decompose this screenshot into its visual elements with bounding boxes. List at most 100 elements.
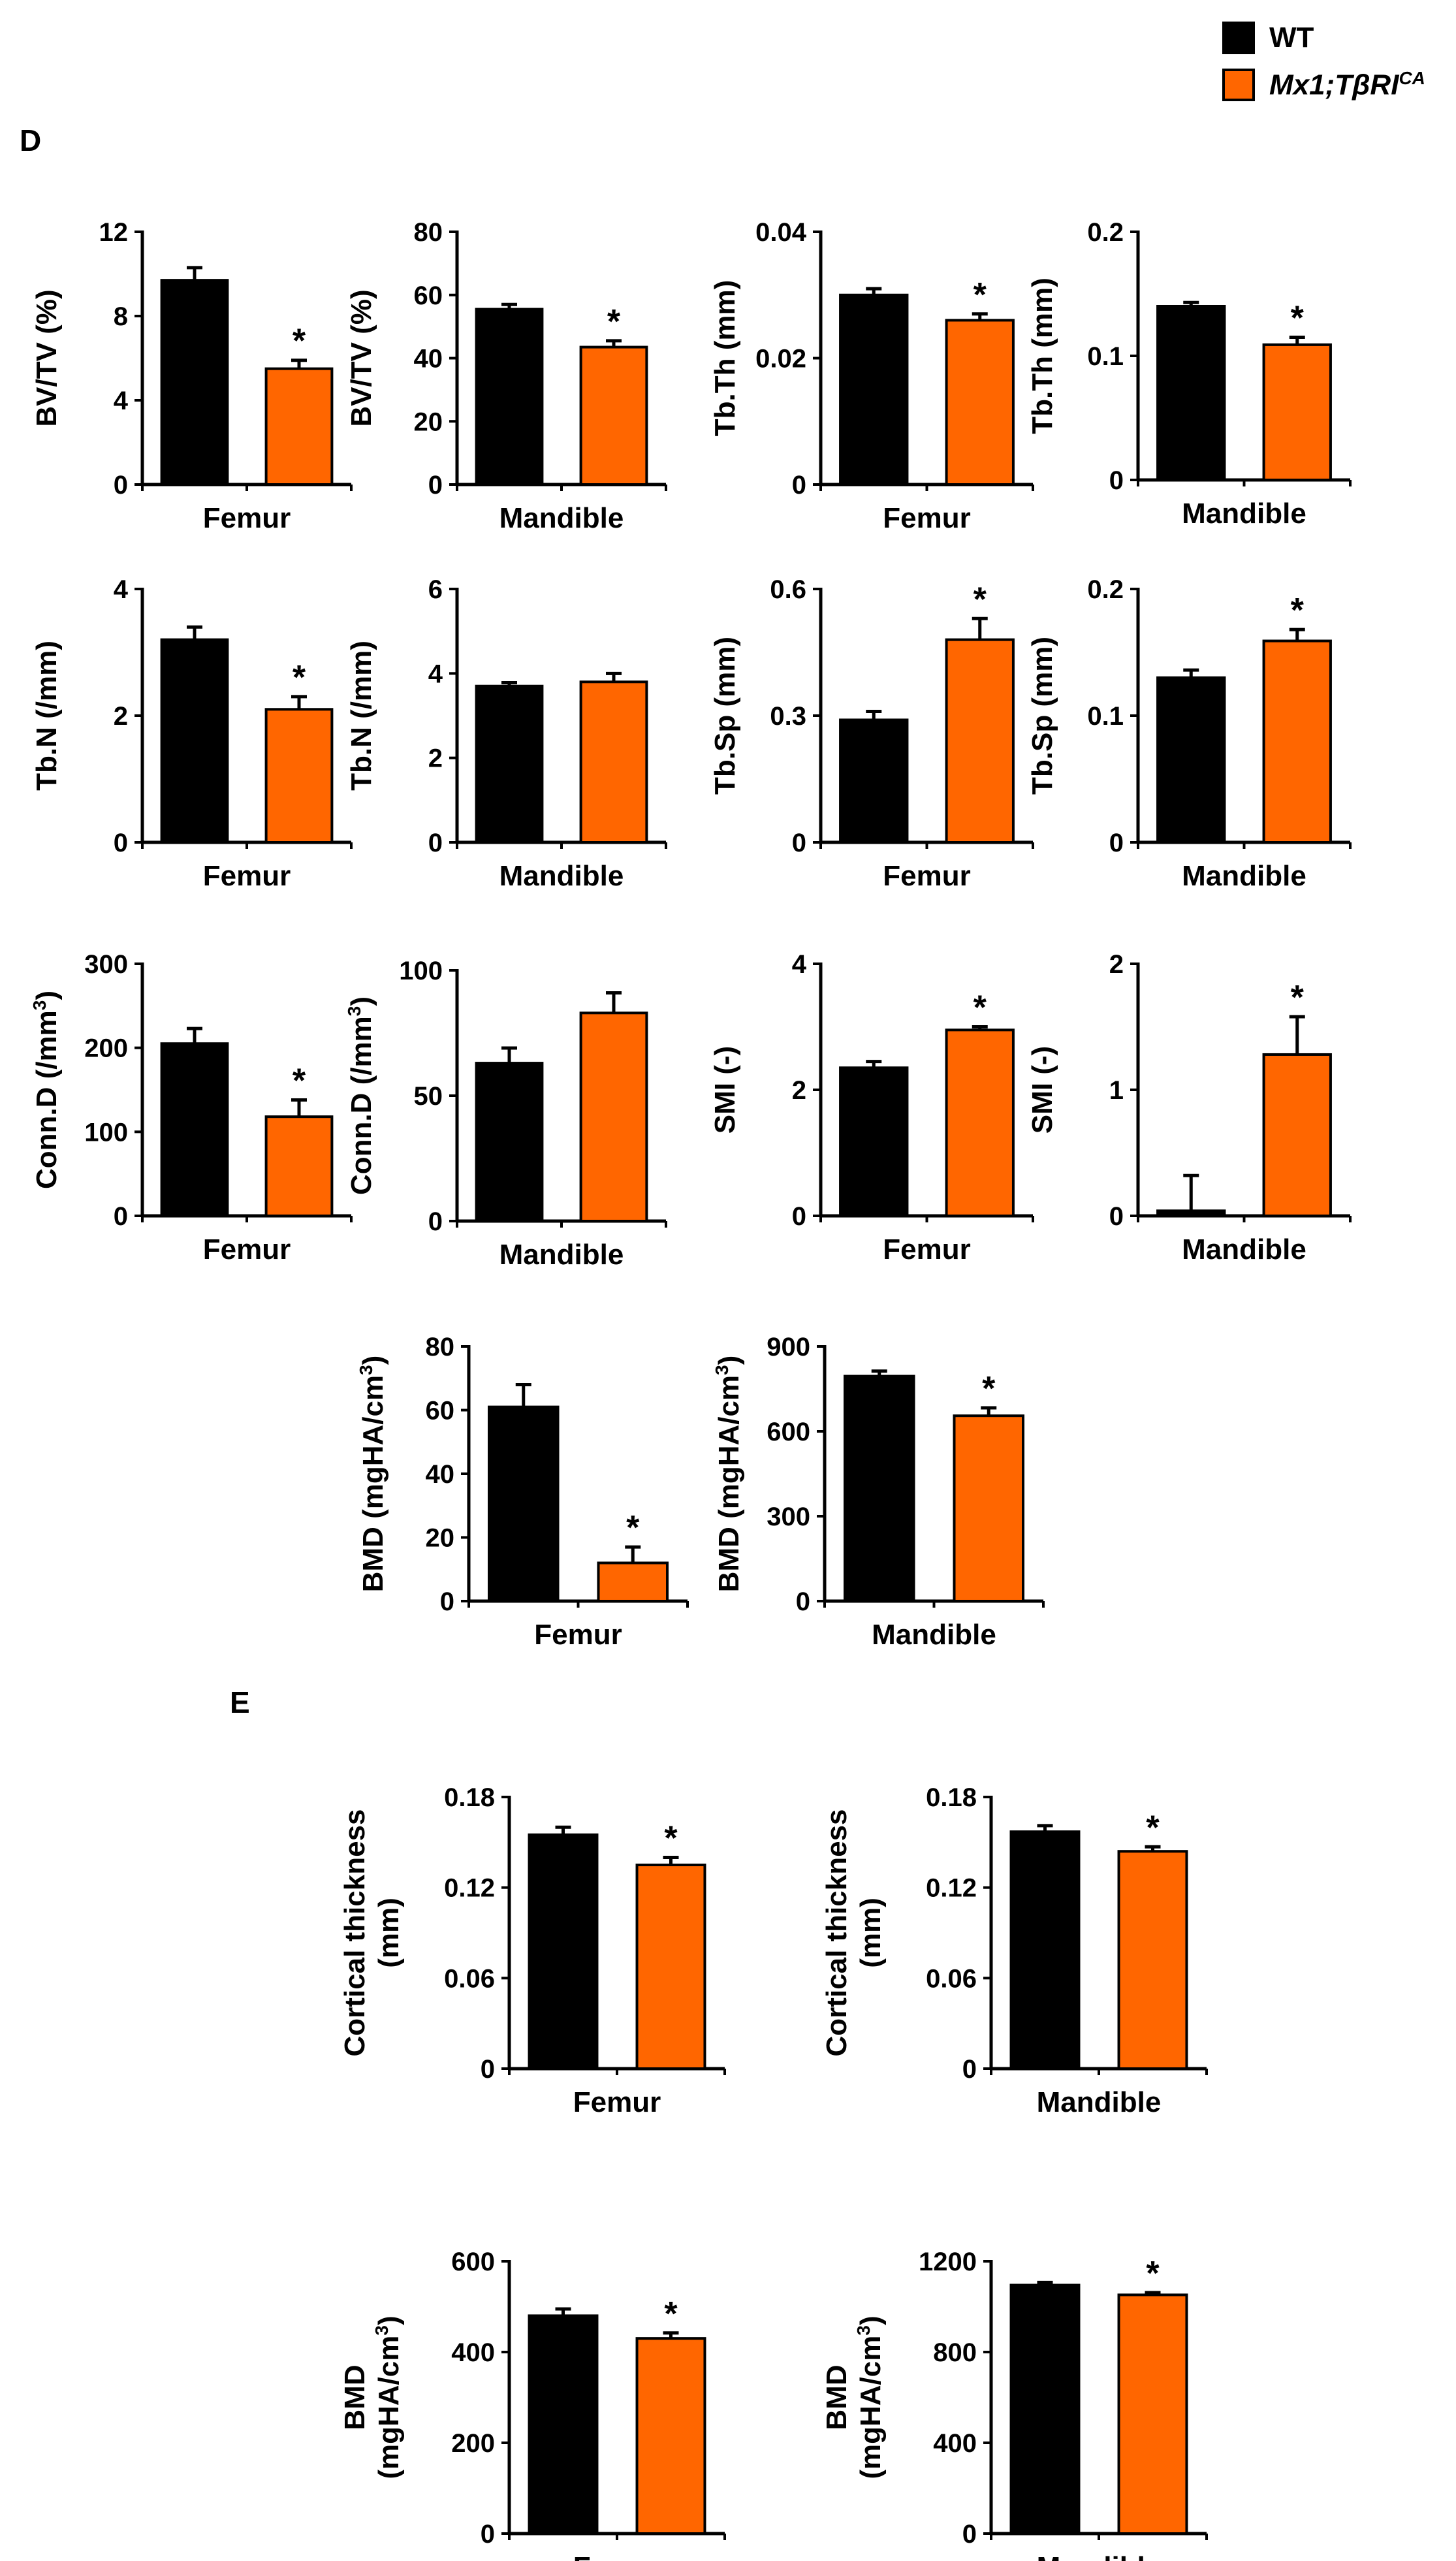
y-tick-label: 40	[414, 345, 443, 374]
y-tick-label: 0	[962, 2055, 977, 2084]
x-axis-label: Femur	[883, 502, 970, 534]
bar-mutant	[945, 638, 1015, 844]
bar-mutant	[953, 1414, 1025, 1603]
y-tick-label: 80	[426, 1333, 455, 1361]
x-axis-label: Mandible	[1182, 498, 1306, 530]
legend-label-mutant: Mx1;TβRICA	[1269, 68, 1425, 101]
y-axis-label: Tb.Th (mm)	[1026, 278, 1058, 434]
y-tick-label: 2	[428, 744, 443, 773]
y-tick-label: 0	[114, 829, 128, 857]
y-tick-label: 0	[428, 471, 443, 500]
chart-d8: 0 0.1 0.2 * Mandible Tb.Sp (mm)	[1026, 575, 1352, 892]
y-axis-label: SMI (-)	[1026, 1046, 1058, 1134]
y-tick-label: 300	[767, 1503, 810, 1531]
y-tick-label: 0	[481, 2520, 495, 2549]
y-axis-label: Conn.D (/mm3)	[29, 991, 63, 1189]
significance-star: *	[973, 276, 987, 314]
y-tick-label: 600	[451, 2248, 495, 2276]
y-tick-label: 40	[426, 1460, 455, 1489]
chart-d7: 0 0.3 0.6 * Femur Tb.Sp (mm)	[709, 575, 1034, 892]
x-axis-label: Femur	[883, 860, 970, 892]
y-tick-label: 0	[440, 1587, 454, 1616]
bar-wt	[1009, 2283, 1081, 2536]
y-tick-label: 0	[962, 2520, 977, 2549]
significance-star: *	[293, 323, 306, 360]
y-tick-label: 50	[414, 1082, 443, 1111]
significance-star: *	[1146, 2255, 1160, 2293]
y-tick-label: 0	[792, 829, 806, 857]
y-tick-label: 400	[933, 2429, 977, 2458]
y-axis-label: BMD	[339, 2364, 371, 2430]
bar-wt	[839, 293, 909, 486]
chart-d1: 0 4 8 12 * Femur BV/TV (%)	[31, 218, 353, 534]
y-tick-label: 4	[428, 660, 443, 688]
x-axis-label: Femur	[534, 1619, 622, 1651]
y-axis-label: BMD	[821, 2364, 853, 2430]
bar-mutant	[945, 319, 1015, 486]
y-axis-label: Tb.N (/mm)	[345, 641, 377, 791]
bar-mutant	[579, 1011, 648, 1223]
y-tick-label: 0	[1109, 829, 1124, 857]
y-tick-label: 20	[426, 1524, 455, 1553]
significance-star: *	[973, 989, 987, 1027]
y-tick-label: 0.18	[926, 1783, 977, 1812]
chart-d2: 0 20 40 60 80 * Mandible BV/TV (%)	[345, 218, 667, 534]
y-tick-label: 0	[1109, 1202, 1124, 1231]
y-tick-label: 0	[428, 829, 443, 857]
x-axis-label: Femur	[883, 1233, 970, 1265]
x-axis-label: Femur	[573, 2086, 661, 2118]
bar-wt	[475, 308, 544, 486]
bar-mutant	[264, 1115, 334, 1217]
significance-star: *	[1291, 300, 1305, 338]
bar-wt	[839, 718, 909, 844]
significance-star: *	[664, 1819, 678, 1857]
panel-label-d: D	[20, 123, 42, 157]
bar-wt	[475, 1062, 544, 1222]
y-axis-label: SMI (-)	[709, 1046, 741, 1134]
legend-label-wt: WT	[1269, 22, 1314, 54]
y-axis-label: (mm)	[855, 1898, 887, 1968]
y-tick-label: 0.12	[444, 1874, 495, 1903]
x-axis-label: Femur	[203, 502, 291, 534]
chart-d6: 0 2 4 6 Mandible Tb.N (/mm)	[345, 575, 667, 892]
legend-item-wt: WT	[1222, 14, 1425, 61]
y-tick-label: 2	[792, 1076, 806, 1105]
significance-star: *	[293, 659, 306, 697]
bar-wt	[160, 279, 229, 486]
y-axis-label: Tb.N (/mm)	[31, 641, 63, 791]
y-tick-label: 600	[767, 1418, 810, 1446]
chart-e4: 0 400 800 1200 * Mandible BMD(mgHA/cm3)	[821, 2248, 1208, 2561]
y-tick-label: 2	[114, 702, 128, 731]
significance-star: *	[1291, 979, 1305, 1017]
significance-star: *	[626, 1509, 640, 1547]
y-tick-label: 0.1	[1087, 342, 1124, 371]
significance-star: *	[293, 1062, 306, 1100]
y-axis-label: BV/TV (%)	[31, 289, 63, 426]
bar-wt	[487, 1405, 560, 1602]
chart-d11: 0 2 4 * Femur SMI (-)	[709, 950, 1034, 1265]
chart-e1: 0 0.06 0.12 0.18 * Femur Cortical thickness (mm…	[339, 1783, 726, 2118]
y-tick-label: 0.18	[444, 1783, 495, 1812]
y-tick-label: 0	[792, 1202, 806, 1231]
y-axis-label: (mgHA/cm3)	[372, 2315, 405, 2479]
y-tick-label: 0.02	[755, 345, 806, 374]
bar-mutant	[1262, 1053, 1332, 1217]
y-tick-label: 1200	[919, 2248, 977, 2276]
y-tick-label: 0	[796, 1587, 810, 1616]
y-tick-label: 2	[1109, 950, 1124, 979]
bar-mutant	[579, 680, 648, 844]
bar-mutant	[1117, 2293, 1188, 2535]
x-axis-label: Mandible	[1182, 860, 1306, 892]
y-tick-label: 20	[414, 407, 443, 436]
legend-swatch-mutant	[1222, 69, 1255, 101]
chart-e3: 0 200 400 600 * Femur BMD(mgHA/cm3)	[339, 2248, 726, 2561]
chart-d13: 0 20 40 60 80 * Femur BMD (mgHA/cm3)	[356, 1333, 689, 1651]
x-axis-label: Femur	[573, 2551, 661, 2561]
chart-d4: 0 0.1 0.2 * Mandible Tb.Th (mm)	[1026, 218, 1352, 530]
bar-mutant	[1117, 1850, 1188, 2070]
bar-wt	[843, 1375, 915, 1602]
y-tick-label: 0.1	[1087, 702, 1124, 731]
y-tick-label: 800	[933, 2338, 977, 2367]
y-axis-label: BV/TV (%)	[345, 289, 377, 426]
